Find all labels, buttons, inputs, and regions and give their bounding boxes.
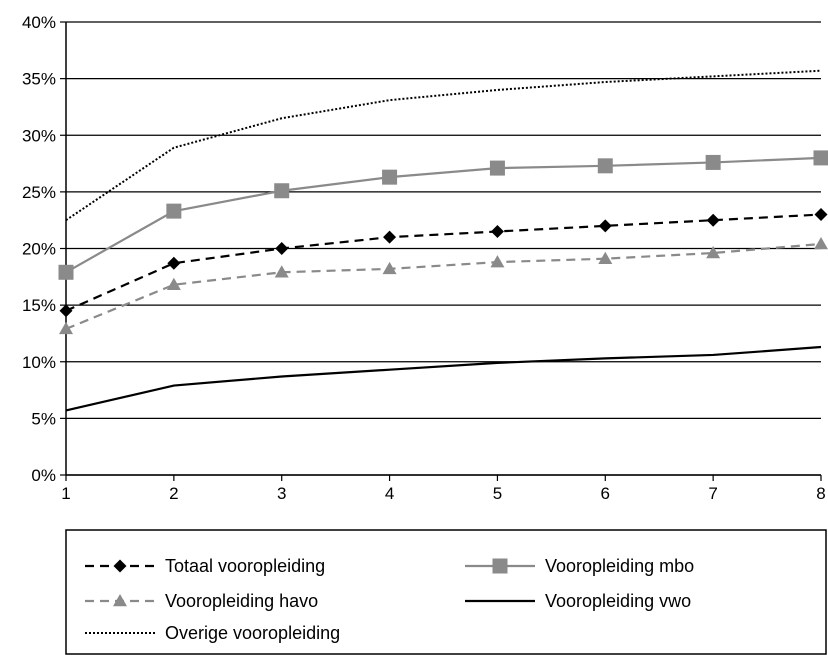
series-1-point-3 [274,183,290,199]
gridlines [66,21,821,476]
legend-label-4: Overige vooropleiding [165,623,340,643]
series-line-4 [65,69,822,222]
axes [60,21,822,481]
legend-marker-1 [492,558,508,574]
series-0-point-7 [706,213,720,227]
x-tick-label: 3 [277,484,286,503]
series-0-point-5 [490,225,504,239]
legend-box [65,529,827,655]
y-tick-label: 15% [22,296,56,315]
series-1-point-6 [597,158,613,174]
series-0-point-8 [814,208,828,222]
series-line-3 [65,345,822,412]
x-tick-label: 1 [61,484,70,503]
legend-label-1: Vooropleiding mbo [545,556,694,576]
legend-marker-0 [113,559,127,573]
y-tick-label: 20% [22,240,56,259]
legend-marker-2 [113,594,127,607]
series-1-point-2 [166,203,182,219]
y-tick-label: 40% [22,13,56,32]
legend-label-2: Vooropleiding havo [165,591,318,611]
y-tick-label: 0% [31,466,56,485]
y-tick-label: 25% [22,183,56,202]
series-line-1 [65,156,822,274]
series-0-point-3 [275,242,289,255]
legend: Totaal vooropleiding Vooropleiding mbo Voo… [65,529,827,655]
y-tick-label: 5% [31,409,56,428]
y-tick-label: 30% [22,126,56,145]
x-tick-label: 6 [601,484,610,503]
series-1-point-7 [705,154,721,170]
series-2-point-1 [59,321,73,335]
series-2-point-7 [706,246,721,259]
series-2-point-5 [490,255,505,268]
series-1-point-5 [489,160,505,176]
series-0-point-1 [59,304,73,318]
series-0-point-4 [383,230,397,244]
legend-label-3: Vooropleiding vwo [545,591,691,611]
series-2-point-6 [598,251,613,264]
series-2-point-4 [382,261,397,275]
x-tick-label: 7 [708,484,717,503]
x-tick-label: 4 [385,484,394,503]
x-tick-label: 2 [169,484,178,503]
series-2-point-8 [814,236,828,250]
series-line-0 [65,213,822,312]
y-tick-label: 10% [22,353,56,372]
tick-labels: 0% 5% 10% 15% 20% 25% 30% 35% 40% 1 2 3 4 5 6 7 8 [22,13,826,503]
series-2-point-3 [274,265,289,278]
x-tick-label: 8 [816,484,825,503]
x-tick-label: 5 [493,484,502,503]
series-lines [58,69,828,412]
series-1-point-1 [58,264,74,280]
series-1-point-8 [813,150,828,166]
legend-label-0: Totaal vooropleiding [165,556,325,576]
y-tick-label: 35% [22,70,56,89]
series-0-point-6 [598,219,612,233]
series-0-point-2 [167,256,181,270]
series-2-point-2 [166,277,181,290]
series-1-point-4 [382,169,398,185]
